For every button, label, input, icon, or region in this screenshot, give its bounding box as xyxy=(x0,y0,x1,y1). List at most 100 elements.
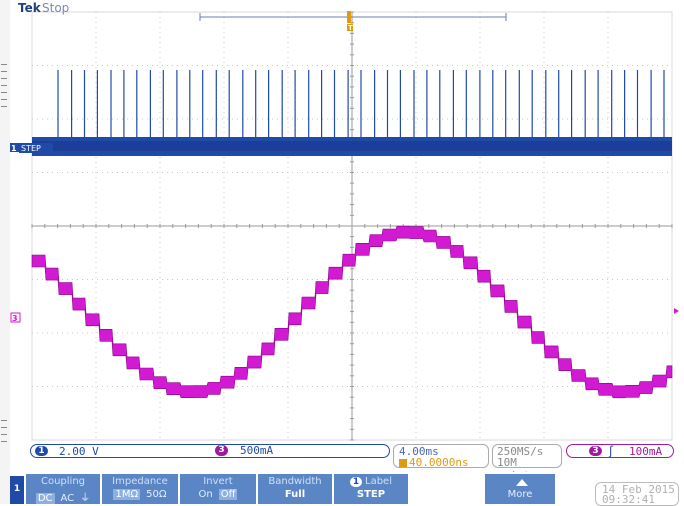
grid-dot xyxy=(487,386,488,387)
grid-dot xyxy=(95,102,97,103)
grid-dot xyxy=(72,172,73,173)
grid-dot xyxy=(159,392,161,393)
grid-dot xyxy=(447,279,448,280)
grid-dot xyxy=(223,42,225,43)
grid-dot xyxy=(342,172,343,173)
grid-dot xyxy=(543,27,545,28)
grid-dot xyxy=(267,332,268,334)
grid-dot xyxy=(407,386,408,387)
more-button[interactable]: More xyxy=(485,474,557,504)
grid-dot xyxy=(159,82,161,83)
ch3-badge[interactable]: 3 xyxy=(215,445,228,456)
grid-dot xyxy=(272,386,273,387)
grid-dot xyxy=(287,182,289,183)
invert-off[interactable]: Off xyxy=(218,489,238,500)
grid-dot xyxy=(287,107,289,108)
grid-dot xyxy=(382,118,383,120)
grid-dot xyxy=(415,392,417,393)
grid-dot xyxy=(497,172,498,173)
grid-dot xyxy=(357,386,358,387)
grid-dot xyxy=(223,397,225,398)
grid-dot xyxy=(223,422,225,423)
grid-dot xyxy=(287,167,289,168)
grid-dot xyxy=(602,118,603,120)
grid-dot xyxy=(95,407,97,408)
coupling-dc[interactable]: DC xyxy=(35,493,55,504)
bandwidth-button[interactable]: Bandwidth Full xyxy=(258,474,334,504)
impedance-button[interactable]: Impedance 1MΩ 50Ω xyxy=(102,474,180,504)
grid-dot xyxy=(287,297,289,298)
grid-dot xyxy=(287,407,289,408)
grid-dot xyxy=(382,332,383,334)
grid-dot xyxy=(95,197,97,198)
impedance-50[interactable]: 50Ω xyxy=(146,489,167,500)
grid-dot xyxy=(387,332,388,334)
grid-dot xyxy=(223,202,225,203)
grid-dot xyxy=(452,386,453,387)
grid-dot xyxy=(67,172,68,173)
grid-dot xyxy=(223,162,225,163)
grid-dot xyxy=(607,32,609,33)
grid-dot xyxy=(347,65,348,66)
grid-dot xyxy=(607,327,609,328)
grid-dot xyxy=(97,172,98,173)
grid-dot xyxy=(502,332,503,334)
grid-dot xyxy=(479,302,481,303)
grid-dot xyxy=(287,362,289,363)
coupling-gnd-icon[interactable]: ⏚ xyxy=(80,493,91,504)
grid-dot xyxy=(223,347,225,348)
invert-button[interactable]: Invert On Off xyxy=(180,474,258,504)
grid-dot xyxy=(192,279,193,280)
grid-dot xyxy=(507,118,508,120)
grid-dot xyxy=(607,437,609,438)
trigger-readout[interactable]: 3 ʃ 100mA xyxy=(566,444,674,458)
menu-channel-tab[interactable]: 1 xyxy=(10,476,24,504)
grid-dot xyxy=(415,382,417,383)
grid-dot xyxy=(272,279,273,280)
ch3-waveform xyxy=(31,225,673,399)
acquisition-readout[interactable]: 250MS/s 10M points xyxy=(492,444,562,482)
grid-dot xyxy=(95,362,97,363)
grid-dot xyxy=(223,197,225,198)
grid-dot xyxy=(427,332,428,334)
grid-dot xyxy=(95,387,97,388)
grid-dot xyxy=(512,332,513,334)
invert-on[interactable]: On xyxy=(198,489,213,500)
grid-dot xyxy=(602,279,603,280)
grid-dot xyxy=(347,172,348,173)
coupling-button[interactable]: Coupling DC AC ⏚ xyxy=(26,474,102,504)
grid-dot xyxy=(95,92,97,93)
grid-dot xyxy=(527,172,528,173)
grid-dot xyxy=(562,65,563,66)
label-button[interactable]: 1 Label STEP xyxy=(334,474,410,504)
grid-dot xyxy=(317,118,318,120)
grid-dot xyxy=(287,397,289,398)
grid-dot xyxy=(287,172,288,173)
ch1-scale-readout[interactable]: 1 2.00 V xyxy=(30,444,390,458)
grid-dot xyxy=(632,65,633,66)
grid-dot xyxy=(42,279,43,280)
grid-dot xyxy=(327,65,328,66)
grid-dot xyxy=(372,279,373,280)
ch3-scale-value[interactable]: 500mA xyxy=(240,444,274,457)
coupling-ac[interactable]: AC xyxy=(60,493,75,504)
invert-title: Invert xyxy=(203,476,233,487)
grid-dot xyxy=(542,279,543,280)
grid-dot xyxy=(479,157,481,158)
grid-dot xyxy=(287,177,289,178)
grid-dot xyxy=(607,202,609,203)
grid-dot xyxy=(387,172,388,173)
grid-dot xyxy=(223,287,225,288)
grid-dot xyxy=(607,247,609,248)
grid-dot xyxy=(557,386,558,387)
grid-dot xyxy=(287,67,289,68)
grid-dot xyxy=(287,97,289,98)
grid-dot xyxy=(607,412,609,413)
horizontal-readout[interactable]: 4.00ms 40.0000ns xyxy=(393,444,489,469)
grid-dot xyxy=(95,312,97,313)
grid-dot xyxy=(202,65,203,66)
grid-dot xyxy=(432,172,433,173)
grid-dot xyxy=(122,332,123,334)
impedance-1m[interactable]: 1MΩ xyxy=(113,489,141,500)
grid-dot xyxy=(177,65,178,66)
